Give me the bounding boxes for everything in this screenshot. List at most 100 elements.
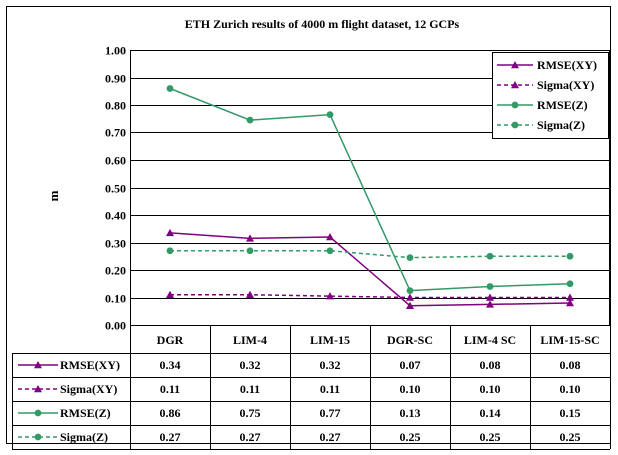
data-point [406, 254, 414, 262]
data-point [406, 293, 414, 301]
table-cell: 0.11 [160, 382, 180, 396]
y-tick-label: 0.80 [105, 99, 126, 113]
legend: RMSE(XY) Sigma(XY) RMSE(Z) Sigma(Z) [492, 52, 609, 139]
table-cell: 0.34 [160, 358, 181, 372]
y-tick-label: 0.70 [105, 126, 126, 140]
table-series-label: Sigma(Z) [60, 430, 108, 444]
data-point [486, 300, 494, 308]
data-point [511, 101, 519, 109]
series-rmse-z- [166, 85, 574, 295]
table-cell: 0.11 [240, 382, 260, 396]
table-cell: 0.32 [320, 358, 341, 372]
legend-label: RMSE(XY) [537, 58, 597, 72]
table-cell: 0.25 [560, 430, 581, 444]
series-line [170, 294, 570, 299]
table-row: Sigma(Z) 0.27 0.27 0.27 0.25 0.25 0.25 [18, 430, 581, 444]
series-rmse-xy- [166, 228, 574, 309]
x-category-label: LIM-15 [310, 333, 350, 347]
data-point [34, 385, 42, 393]
x-category-label: LIM-4 SC [464, 333, 516, 347]
data-point [326, 247, 334, 255]
table-cell: 0.11 [320, 382, 340, 396]
table-series-label: RMSE(Z) [60, 406, 111, 420]
data-point [326, 111, 334, 119]
x-category-label: DGR-SC [387, 333, 433, 347]
data-point [406, 301, 414, 309]
legend-entry: Sigma(XY) [497, 78, 594, 92]
legend-entry: RMSE(XY) [497, 58, 597, 72]
data-point [246, 290, 254, 298]
data-point [486, 293, 494, 301]
series-line [169, 87, 571, 292]
table-row: RMSE(Z) 0.86 0.75 0.77 0.13 0.14 0.15 [18, 406, 581, 420]
legend-label: RMSE(Z) [537, 98, 588, 112]
data-point [566, 293, 574, 301]
series-layer [166, 85, 574, 309]
data-point [566, 280, 574, 288]
y-tick-label: 1.00 [105, 44, 126, 58]
data-point [511, 121, 519, 129]
series-sigma-xy- [166, 290, 574, 301]
data-point [486, 283, 494, 290]
table-cell: 0.10 [400, 382, 421, 396]
data-point [566, 299, 574, 307]
data-point [246, 234, 254, 242]
table-cell: 0.08 [560, 358, 581, 372]
y-tick-label: 0.00 [105, 319, 126, 333]
x-category-label: LIM-15-SC [540, 333, 599, 347]
y-tick-label: 0.60 [105, 154, 126, 168]
table-cell: 0.15 [560, 406, 581, 420]
data-point [486, 252, 494, 260]
data-point [511, 61, 519, 69]
data-point [34, 409, 42, 417]
table-row: RMSE(XY) 0.34 0.32 0.32 0.07 0.08 0.08 [18, 358, 581, 372]
table-cell: 0.75 [240, 406, 261, 420]
legend-entry: Sigma(Z) [497, 118, 585, 132]
table-cell: 0.27 [240, 430, 261, 444]
data-point [566, 252, 574, 260]
y-tick-label: 0.90 [105, 72, 126, 86]
data-table: DGR LIM-4 LIM-15 DGR-SC LIM-4 SC LIM-15-SC RMS… [12, 325, 611, 450]
table-cell: 0.10 [560, 382, 581, 396]
y-axis-label: m [46, 190, 61, 201]
table-cell: 0.86 [160, 406, 181, 420]
data-point [246, 247, 254, 255]
table-cell: 0.25 [480, 430, 501, 444]
table-series-label: Sigma(XY) [60, 382, 117, 396]
data-point [406, 287, 414, 295]
x-category-label: DGR [157, 333, 184, 347]
data-point [34, 361, 42, 369]
table-cell: 0.27 [320, 430, 341, 444]
data-point [166, 85, 174, 92]
table-row: Sigma(XY) 0.11 0.11 0.11 0.10 0.10 0.10 [18, 382, 581, 396]
data-point [326, 233, 334, 241]
table-cell: 0.77 [320, 406, 341, 420]
chart-title: ETH Zurich results of 4000 m flight data… [185, 17, 460, 31]
series-line [170, 250, 570, 259]
y-tick-label: 0.20 [105, 264, 126, 278]
table-cell: 0.13 [400, 406, 421, 420]
y-tick-label: 0.40 [105, 209, 126, 223]
table-series-label: RMSE(XY) [60, 358, 120, 372]
table-cell: 0.10 [480, 382, 501, 396]
data-point [246, 116, 254, 124]
data-point [166, 290, 174, 298]
data-point [326, 292, 334, 300]
table-cell: 0.08 [480, 358, 501, 372]
table-cell: 0.07 [400, 358, 421, 372]
table-cell: 0.32 [240, 358, 261, 372]
y-tick-label: 0.30 [105, 237, 126, 251]
data-point [166, 247, 174, 255]
data-point [166, 228, 174, 237]
y-tick-label: 0.10 [105, 292, 126, 306]
series-line [169, 232, 571, 307]
table-cell: 0.14 [480, 406, 501, 420]
data-point [34, 433, 42, 441]
table-cell: 0.27 [160, 430, 181, 444]
x-category-label: LIM-4 [233, 333, 267, 347]
legend-entry: RMSE(Z) [497, 98, 588, 112]
legend-label: Sigma(XY) [537, 78, 594, 92]
legend-label: Sigma(Z) [537, 118, 585, 132]
